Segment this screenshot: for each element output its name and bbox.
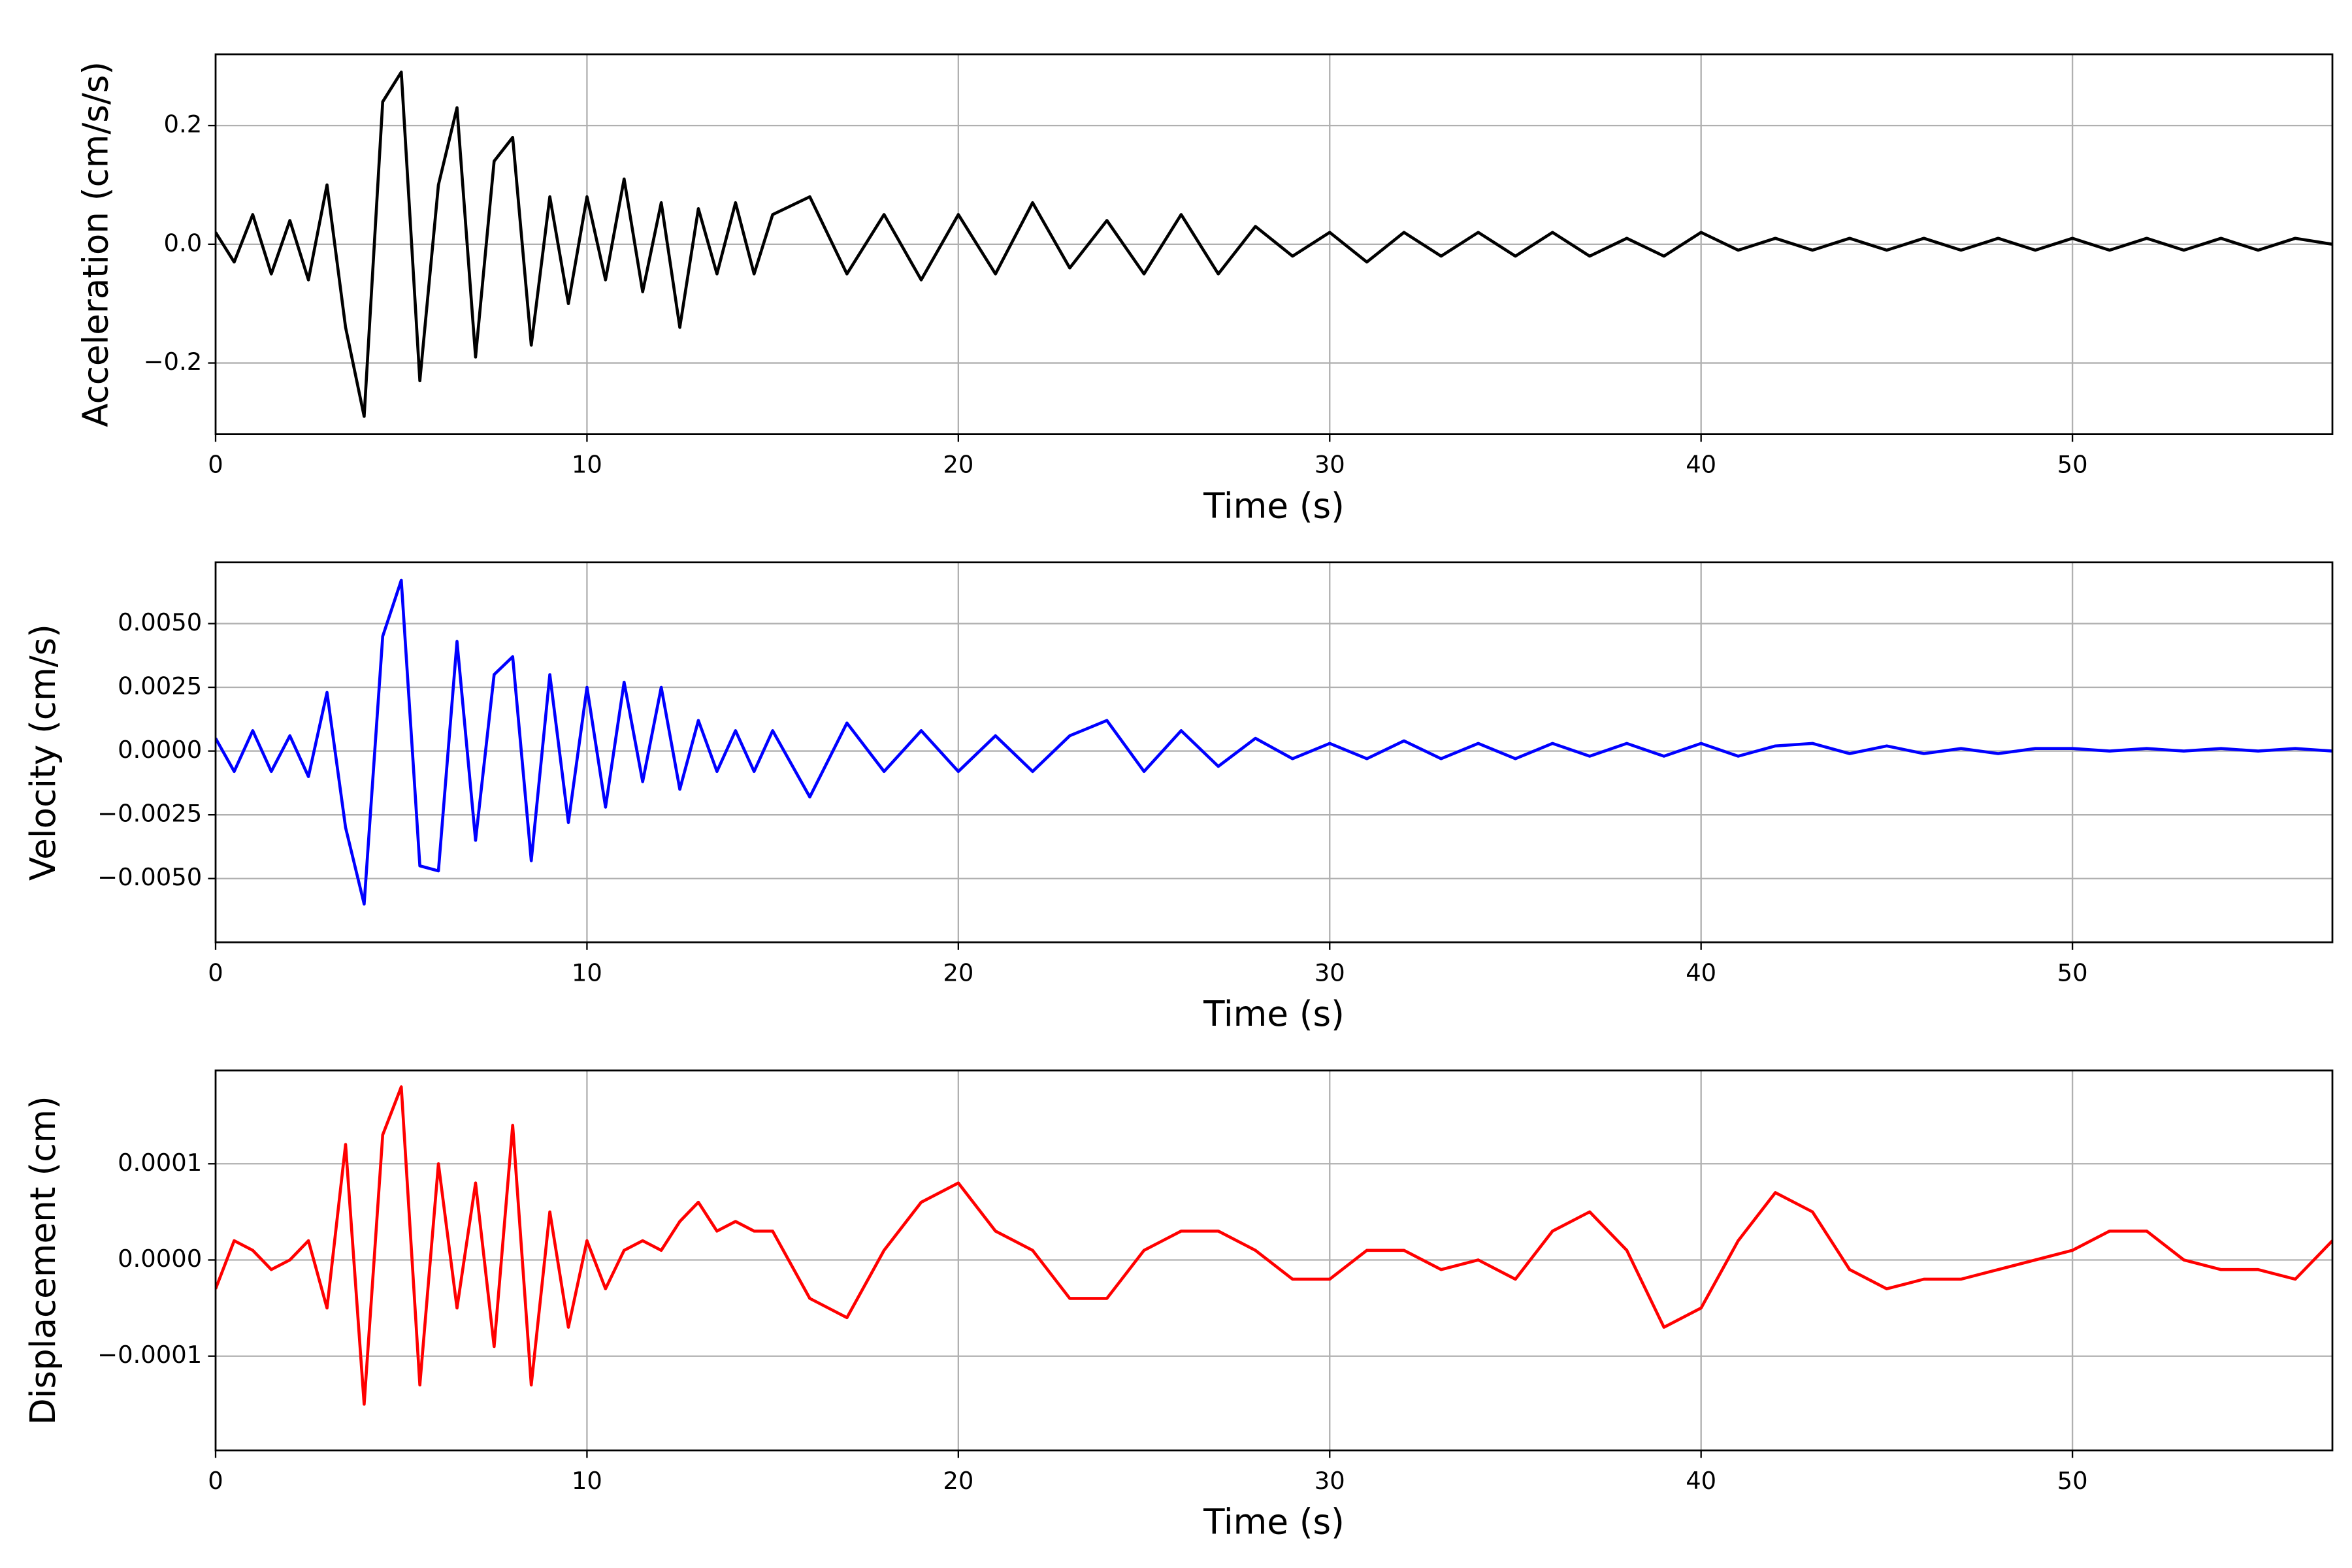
x-tick-label: 30 (1315, 1467, 1345, 1495)
x-tick-label: 30 (1315, 451, 1345, 479)
y-tick-label: 0.0000 (118, 1245, 202, 1273)
y-tick-label: 0.0 (164, 229, 203, 257)
y-tick-label: −0.0025 (97, 800, 202, 828)
y-axis-label: Acceleration (cm/s/s) (76, 61, 116, 427)
x-tick-label: 50 (2057, 1467, 2088, 1495)
y-tick-label: 0.0050 (118, 608, 202, 636)
plot-frame (214, 1070, 2334, 1452)
x-tick-label: 0 (208, 958, 223, 987)
x-axis-label: Time (s) (1203, 485, 1345, 526)
x-tick-label: 20 (943, 451, 973, 479)
y-tick-label: −0.2 (144, 348, 203, 376)
data-line (215, 578, 2332, 906)
x-axis-label: Time (s) (1203, 994, 1345, 1034)
x-tick-label: 0 (208, 451, 223, 479)
data-line (215, 1085, 2332, 1406)
x-tick-label: 40 (1686, 1467, 1716, 1495)
x-tick-label: 40 (1686, 451, 1716, 479)
y-tick-label: −0.0001 (97, 1341, 202, 1369)
data-line (215, 71, 2332, 418)
x-tick-label: 10 (572, 958, 602, 987)
x-tick-label: 50 (2057, 451, 2088, 479)
x-tick-label: 10 (572, 1467, 602, 1495)
plot-frame (214, 561, 2334, 943)
y-tick-label: 0.0001 (118, 1149, 202, 1177)
x-tick-label: 20 (943, 958, 973, 987)
x-tick-label: 40 (1686, 958, 1716, 987)
x-tick-label: 0 (208, 1467, 223, 1495)
y-tick-label: 0.0000 (118, 736, 202, 764)
x-tick-label: 20 (943, 1467, 973, 1495)
plot-frame (214, 53, 2334, 435)
x-axis-label: Time (s) (1203, 1502, 1345, 1543)
y-tick-label: 0.0025 (118, 672, 202, 700)
x-tick-label: 30 (1315, 958, 1345, 987)
y-tick-label: 0.2 (164, 110, 203, 139)
y-axis-label: Displacement (cm) (23, 1096, 63, 1425)
x-tick-label: 50 (2057, 958, 2088, 987)
y-axis-label: Velocity (cm/s) (23, 624, 63, 881)
y-tick-label: −0.0050 (97, 863, 202, 891)
x-tick-label: 10 (572, 451, 602, 479)
